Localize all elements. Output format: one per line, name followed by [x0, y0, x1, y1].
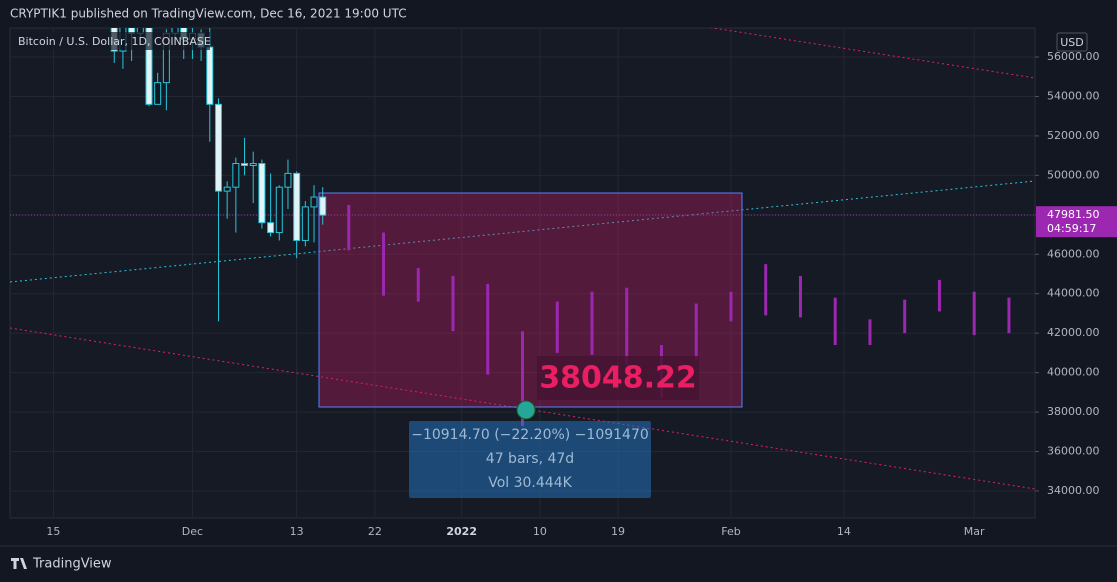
y-tick-label: 40000.00: [1047, 366, 1100, 379]
candle-body: [275, 186, 283, 234]
last-price-tag: [1036, 206, 1117, 238]
x-tick-label: Mar: [964, 525, 985, 538]
candle-body: [206, 46, 214, 105]
trend-line: [709, 28, 1035, 79]
measure-bars: 47 bars, 47d: [486, 451, 574, 467]
x-tick-label: 22: [368, 525, 382, 538]
measure-change: −10914.70 (−22.20%) −1091470: [411, 427, 649, 443]
anchor-point: [516, 400, 536, 420]
x-tick-label: 15: [46, 525, 60, 538]
currency-box: [1056, 32, 1088, 52]
candle-body: [232, 163, 240, 188]
candle-body: [301, 206, 309, 241]
trend-line: [10, 180, 1035, 283]
candle-body: [319, 196, 327, 216]
y-tick-label: 54000.00: [1047, 89, 1100, 102]
marks: [10, 28, 1035, 426]
y-tick-label: 36000.00: [1047, 445, 1100, 458]
x-tick-label: 2022: [446, 525, 477, 538]
countdown-label: 04:59:17: [1047, 222, 1096, 235]
candle-body: [154, 82, 162, 105]
candle-body: [293, 172, 301, 241]
candle-body: [284, 172, 292, 188]
symbol-legend: Bitcoin / U.S. Dollar, 1D, COINBASE: [18, 35, 211, 48]
legend-bg: [14, 32, 210, 50]
y-tick-label: 34000.00: [1047, 484, 1100, 497]
candle-body: [267, 222, 275, 234]
measure-volume: Vol 30.444K: [488, 475, 572, 491]
candle-body: [214, 103, 222, 192]
candle-body: [223, 186, 231, 192]
measure-tooltip: [409, 421, 651, 498]
measure-price: 38048.22: [539, 361, 697, 396]
y-tick-label: 42000.00: [1047, 326, 1100, 339]
x-tick-label: Feb: [721, 525, 740, 538]
currency-label: USD: [1060, 36, 1084, 49]
y-tick-label: 52000.00: [1047, 129, 1100, 142]
publisher-line: CRYPTIK1 published on TradingView.com, D…: [10, 7, 407, 21]
y-tick-label: 46000.00: [1047, 247, 1100, 260]
y-tick-label: 44000.00: [1047, 287, 1100, 300]
candle-body: [145, 28, 153, 105]
candle-body: [241, 163, 249, 166]
candle-body: [249, 163, 257, 166]
price-box: [537, 356, 699, 400]
x-tick-label: 14: [837, 525, 851, 538]
x-tick-label: 13: [290, 525, 304, 538]
y-tick-label: 56000.00: [1047, 50, 1100, 63]
last-price-label: 47981.50: [1047, 208, 1100, 221]
candle-body: [258, 163, 266, 224]
x-tick-label: 10: [533, 525, 547, 538]
grid: [10, 28, 1035, 518]
axes: USD 34000.00 36000.00 38000.00 40000.00 4200…: [46, 32, 1117, 538]
y-tick-label: 38000.00: [1047, 405, 1100, 418]
x-tick-label: 19: [611, 525, 625, 538]
overlay: 38048.22 −10914.70 (−22.20%) −1091470 47…: [14, 32, 699, 498]
footer-brand: TradingView: [32, 557, 112, 572]
candle-body: [310, 196, 318, 208]
x-tick-label: Dec: [182, 525, 203, 538]
logo: [11, 558, 27, 569]
y-tick-label: 50000.00: [1047, 168, 1100, 181]
